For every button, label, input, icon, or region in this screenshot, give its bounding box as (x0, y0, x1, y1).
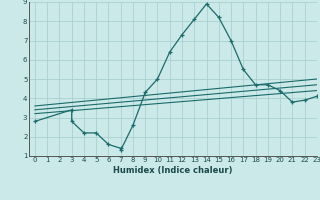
X-axis label: Humidex (Indice chaleur): Humidex (Indice chaleur) (113, 166, 233, 175)
